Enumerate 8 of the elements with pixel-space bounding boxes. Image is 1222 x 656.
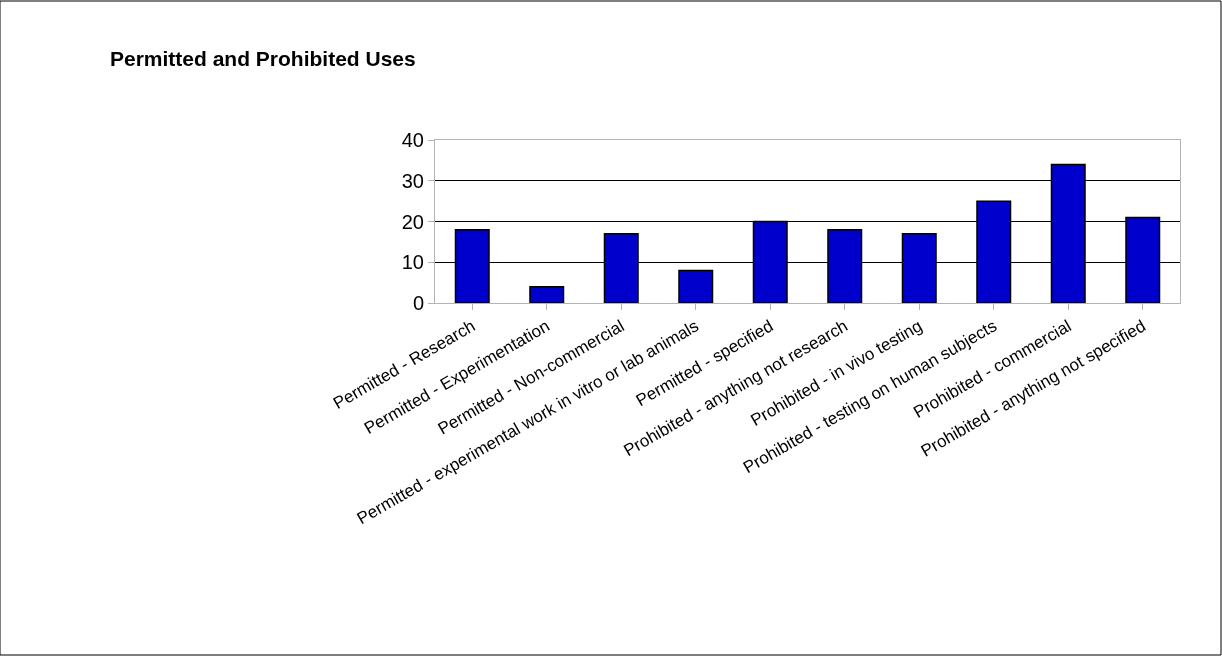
y-tick-label: 40 — [401, 129, 424, 151]
y-tick-label: 10 — [401, 251, 424, 274]
y-tick-label: 20 — [401, 210, 424, 233]
y-tick-label: 30 — [401, 169, 424, 192]
bar — [678, 269, 714, 303]
y-tick-label: 0 — [412, 292, 424, 314]
text: Permitted and Prohibited Uses — [110, 47, 416, 71]
bar — [529, 285, 565, 303]
